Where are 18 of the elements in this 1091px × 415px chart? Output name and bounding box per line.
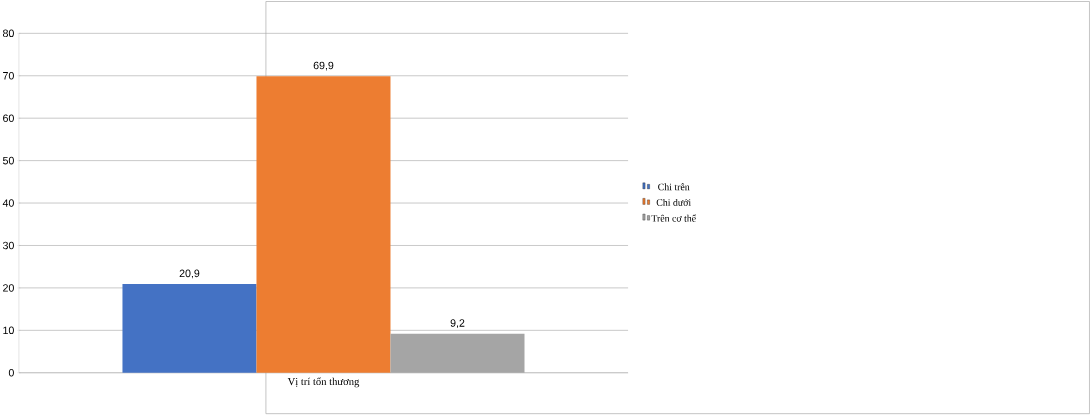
- y-tick-label: 0: [8, 368, 14, 377]
- y-tick-label: 30: [2, 241, 14, 250]
- data-label: 20,9: [179, 269, 200, 279]
- data-label: 9,2: [450, 319, 465, 328]
- y-tick-label: 50: [2, 156, 14, 165]
- legend-label: Trên cơ thể: [651, 214, 697, 222]
- legend-label: Chi trên: [658, 183, 690, 191]
- legend-label: Chi dưới: [656, 198, 691, 206]
- bar: [256, 76, 391, 373]
- y-tick-label: 70: [3, 71, 14, 80]
- bar: [122, 283, 257, 373]
- data-label: 69,9: [313, 61, 334, 71]
- y-tick-label: 80: [3, 29, 14, 37]
- y-tick-label: 10: [3, 326, 14, 334]
- x-tick-label: Vị trí tổn thương: [287, 377, 360, 388]
- y-tick-label: 60: [3, 114, 14, 122]
- y-tick-label: 40: [2, 199, 14, 207]
- y-tick-label: 20: [3, 284, 14, 292]
